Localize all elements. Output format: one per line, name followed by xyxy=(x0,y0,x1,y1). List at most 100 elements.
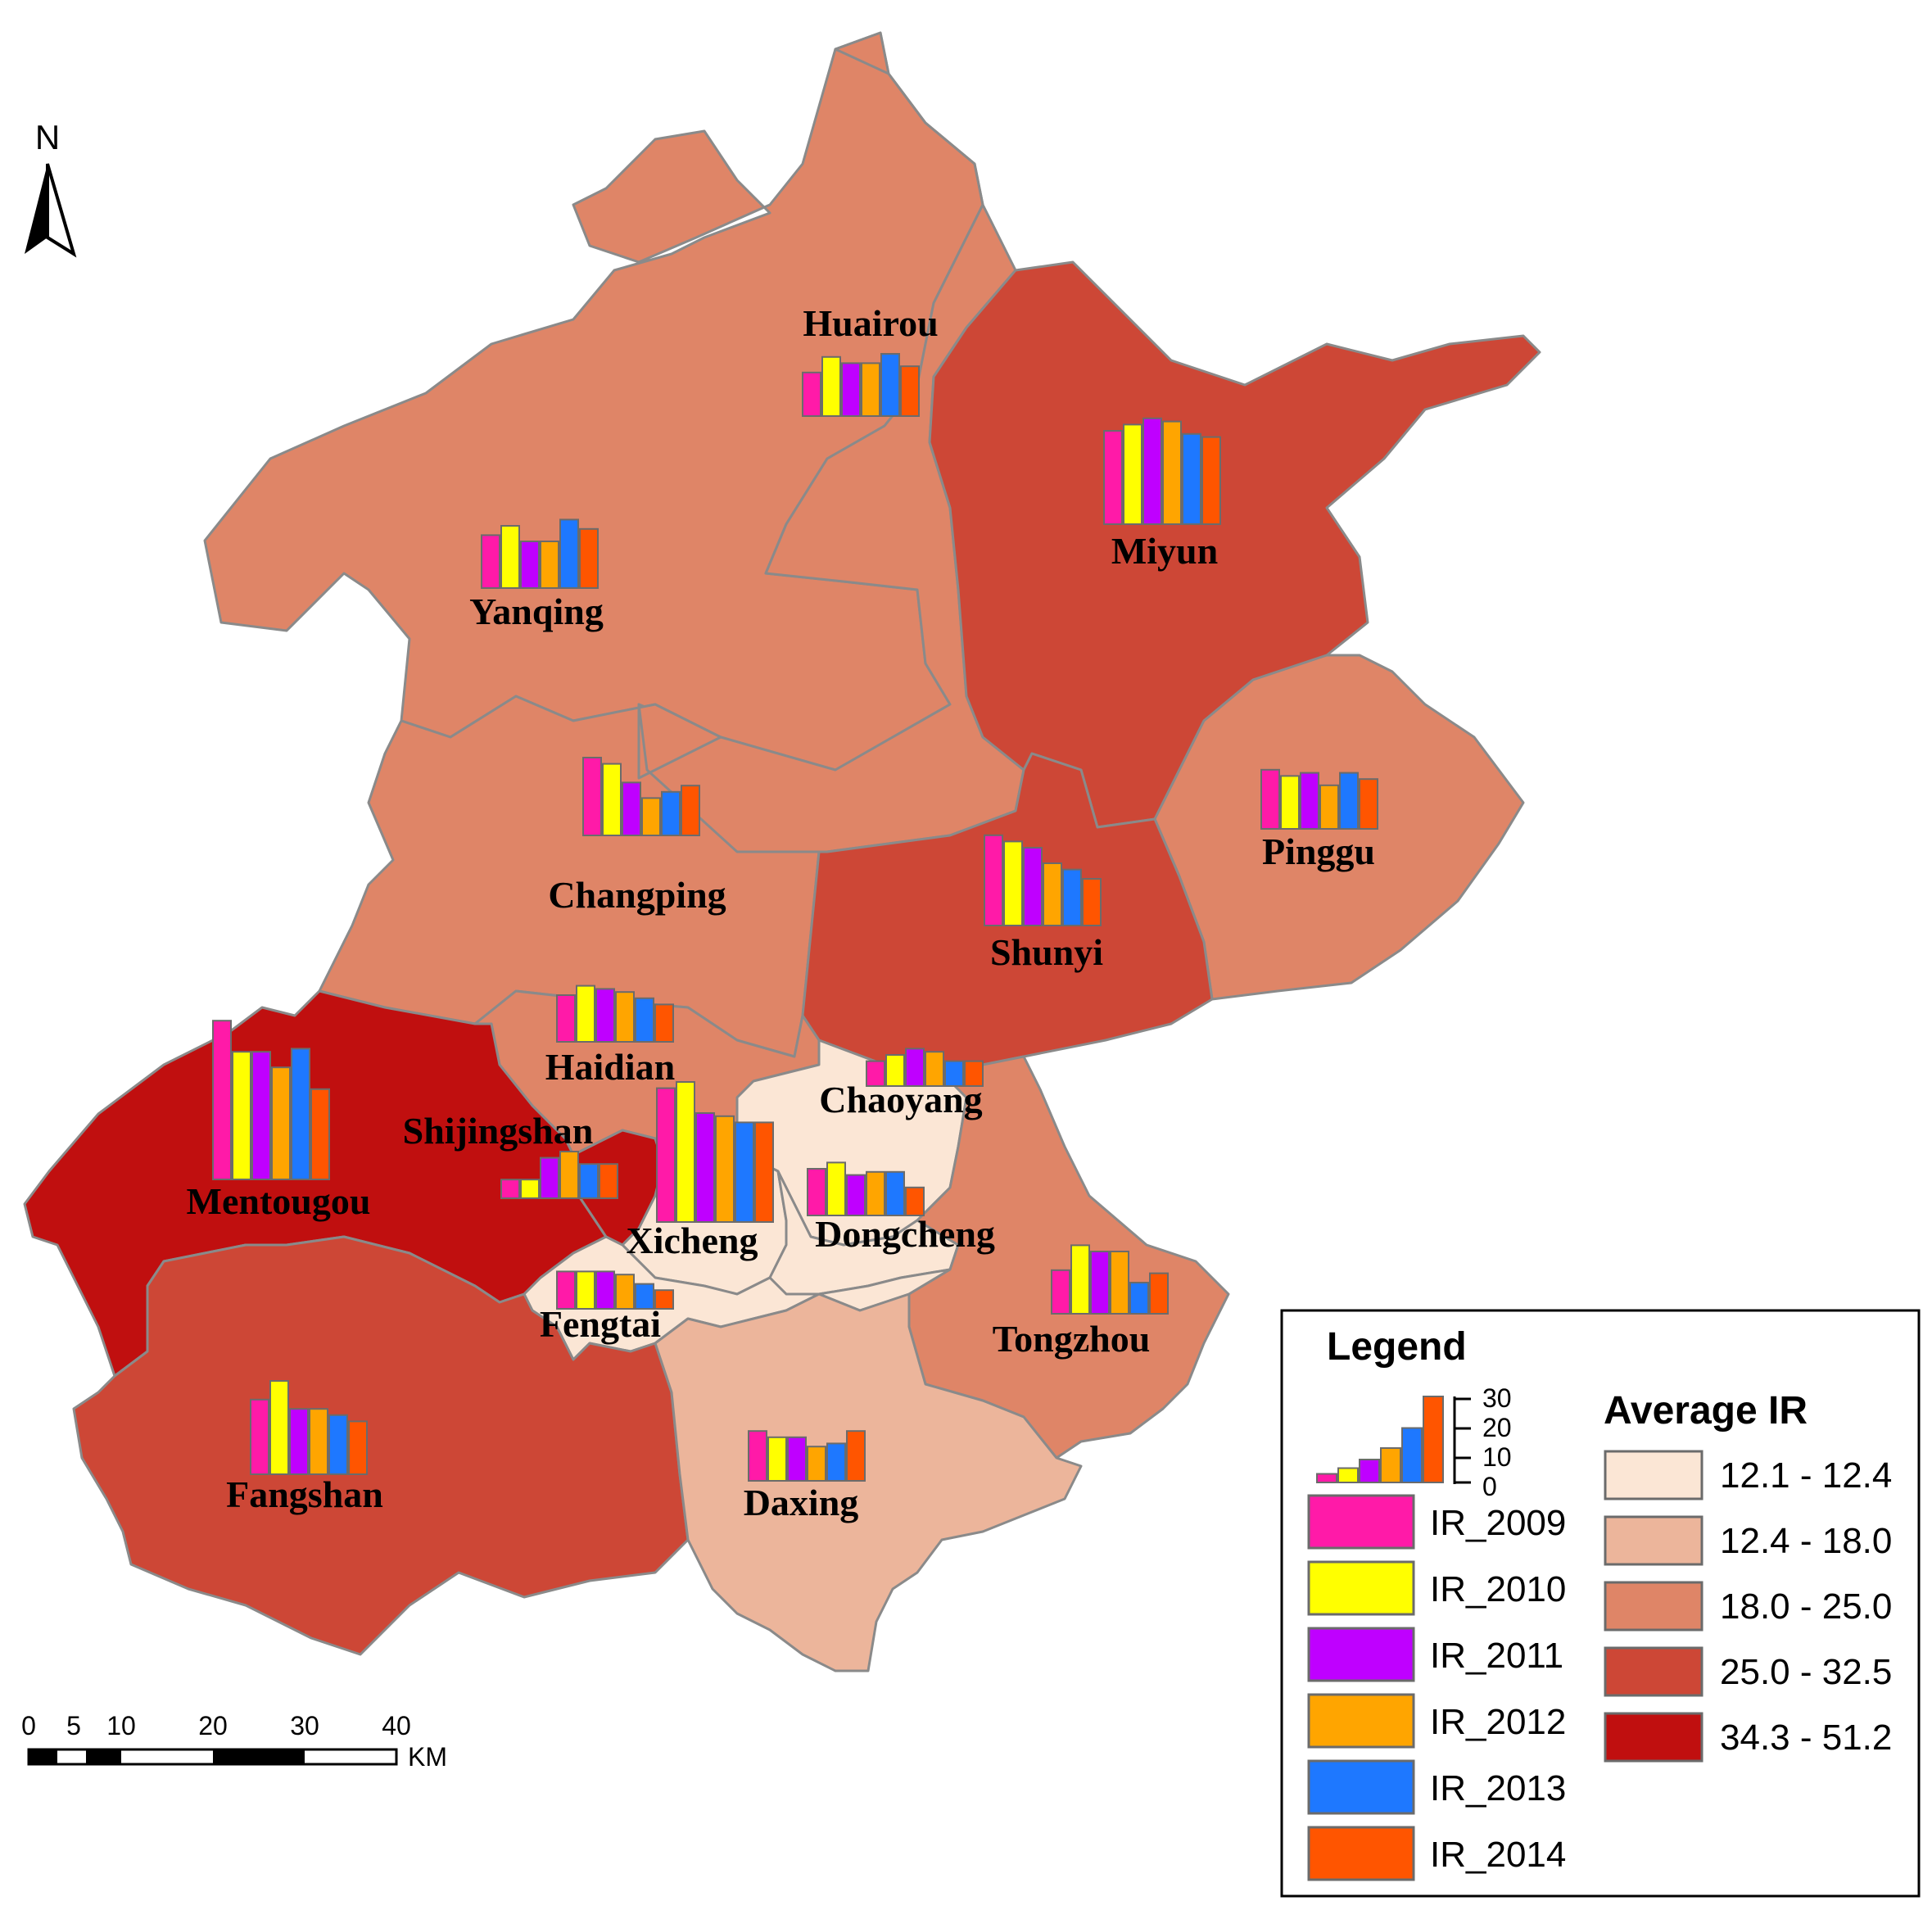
legend-classes-list: 12.1 - 12.4 12.4 - 18.0 18.0 - 25.0 25.0 - … xyxy=(1604,1450,1892,1763)
bar-fangshan-ir_2013 xyxy=(328,1414,348,1476)
chart-miyun xyxy=(1103,417,1221,526)
bar-tongzhou-ir_2012 xyxy=(1110,1251,1129,1315)
bar-fengtai-ir_2013 xyxy=(635,1283,654,1310)
bar-chaoyang-ir_2012 xyxy=(925,1051,944,1087)
label-mentougou: Mentougou xyxy=(187,1180,371,1222)
scale-unit: KM xyxy=(408,1742,447,1772)
bar-shunyi-ir_2009 xyxy=(984,834,1003,926)
class-swatch xyxy=(1604,1581,1704,1632)
bar-shunyi-ir_2014 xyxy=(1082,878,1102,926)
legend-swatch-ir_2010 xyxy=(1307,1560,1415,1616)
bar-mentougou-ir_2010 xyxy=(232,1051,251,1180)
chart-haidian xyxy=(556,984,674,1043)
scale-segment xyxy=(86,1749,121,1764)
bar-yanqing-ir_2011 xyxy=(520,541,540,589)
bar-haidian-ir_2009 xyxy=(556,994,576,1043)
chart-mentougou xyxy=(212,1020,330,1181)
legend-sample-bar xyxy=(1359,1459,1380,1483)
legend-label-ir_2009: IR_2009 xyxy=(1430,1503,1566,1543)
bar-shunyi-ir_2011 xyxy=(1023,847,1043,926)
class-swatch xyxy=(1604,1450,1704,1500)
class-label: 18.0 - 25.0 xyxy=(1720,1586,1892,1627)
legend-title: Legend xyxy=(1327,1325,1467,1369)
bar-dongcheng-ir_2011 xyxy=(846,1174,866,1216)
label-yanqing: Yanqing xyxy=(469,591,604,632)
bar-haidian-ir_2012 xyxy=(615,991,635,1043)
bar-shunyi-ir_2010 xyxy=(1003,840,1023,927)
legend-swatch-ir_2013 xyxy=(1307,1759,1415,1815)
bar-shijingshan-ir_2012 xyxy=(559,1151,579,1199)
bar-pinggu-ir_2013 xyxy=(1339,772,1359,830)
class-label: 25.0 - 32.5 xyxy=(1720,1652,1892,1692)
bar-xicheng-ir_2014 xyxy=(754,1121,774,1224)
district-labels: Huairou Yanqing Miyun Pinggu Changping S… xyxy=(187,302,1375,1523)
scale-bar-frame xyxy=(27,1748,398,1766)
chart-xicheng xyxy=(656,1081,774,1224)
bar-miyun-ir_2011 xyxy=(1142,417,1162,525)
bar-tongzhou-ir_2010 xyxy=(1070,1244,1090,1315)
bar-tongzhou-ir_2014 xyxy=(1149,1272,1169,1315)
class-swatch xyxy=(1604,1646,1704,1697)
legend-series-list: IR_2009 IR_2010 IR_2011 IR_2012 IR_2013 IR_20… xyxy=(1307,1494,1566,1881)
bar-shijingshan-ir_2009 xyxy=(500,1179,520,1199)
chart-shijingshan xyxy=(500,1151,618,1199)
bar-fangshan-ir_2009 xyxy=(250,1398,269,1476)
bar-chaoyang-ir_2014 xyxy=(964,1060,984,1087)
label-fengtai: Fengtai xyxy=(540,1303,661,1345)
bar-huairou-ir_2013 xyxy=(880,353,900,417)
bar-mentougou-ir_2012 xyxy=(271,1066,291,1180)
chart-tongzhou xyxy=(1051,1244,1169,1315)
bar-tongzhou-ir_2009 xyxy=(1051,1269,1070,1315)
legend-label-ir_2010: IR_2010 xyxy=(1430,1569,1566,1609)
bar-changping-ir_2010 xyxy=(602,763,622,836)
label-tongzhou: Tongzhou xyxy=(993,1318,1151,1360)
bar-daxing-ir_2010 xyxy=(767,1436,787,1482)
label-xicheng: Xicheng xyxy=(627,1220,758,1261)
bar-daxing-ir_2011 xyxy=(787,1436,807,1482)
label-huairou: Huairou xyxy=(803,302,938,344)
bar-miyun-ir_2010 xyxy=(1123,423,1142,526)
class-swatch xyxy=(1604,1515,1704,1566)
bar-yanqing-ir_2010 xyxy=(500,525,520,589)
bar-fengtai-ir_2011 xyxy=(595,1270,615,1310)
chart-dongcheng xyxy=(807,1161,925,1217)
bar-mentougou-ir_2014 xyxy=(310,1088,330,1181)
legend-axis-tick: 0 xyxy=(1482,1472,1497,1501)
scale-tick-5: 5 xyxy=(66,1711,81,1740)
scale-bar: 0 5 10 20 30 40 KM xyxy=(21,1711,447,1772)
bar-changping-ir_2011 xyxy=(622,781,641,837)
bar-haidian-ir_2010 xyxy=(576,984,595,1043)
bar-changping-ir_2009 xyxy=(582,757,602,836)
bar-miyun-ir_2014 xyxy=(1201,436,1221,525)
district-tongzhou xyxy=(907,1055,1230,1460)
bar-fengtai-ir_2014 xyxy=(654,1289,674,1310)
bar-daxing-ir_2013 xyxy=(826,1442,846,1482)
bar-pinggu-ir_2009 xyxy=(1260,768,1280,830)
label-chaoyang: Chaoyang xyxy=(819,1079,982,1120)
legend-label-ir_2014: IR_2014 xyxy=(1430,1835,1566,1875)
legend-axis-tick: 10 xyxy=(1482,1442,1512,1472)
bar-fengtai-ir_2009 xyxy=(556,1270,576,1310)
legend-sample-bar xyxy=(1423,1396,1444,1483)
label-miyun: Miyun xyxy=(1111,530,1218,572)
bar-daxing-ir_2014 xyxy=(846,1430,866,1482)
bar-huairou-ir_2011 xyxy=(841,362,861,417)
bar-chaoyang-ir_2013 xyxy=(944,1060,964,1087)
bar-haidian-ir_2014 xyxy=(654,1003,674,1043)
bar-haidian-ir_2013 xyxy=(635,997,654,1043)
scale-segment xyxy=(29,1749,57,1764)
bar-yanqing-ir_2009 xyxy=(481,534,500,590)
class-label: 12.1 - 12.4 xyxy=(1720,1455,1892,1496)
legend-label-ir_2011: IR_2011 xyxy=(1430,1636,1563,1676)
bar-xicheng-ir_2013 xyxy=(735,1121,754,1224)
label-fangshan: Fangshan xyxy=(226,1473,383,1515)
bar-huairou-ir_2014 xyxy=(900,365,920,418)
bar-chaoyang-ir_2010 xyxy=(885,1054,905,1087)
bar-dongcheng-ir_2012 xyxy=(866,1170,885,1217)
legend-label-ir_2013: IR_2013 xyxy=(1430,1768,1566,1808)
bar-dongcheng-ir_2014 xyxy=(905,1186,925,1217)
district-fangshan xyxy=(72,1235,690,1656)
label-shunyi: Shunyi xyxy=(990,931,1103,973)
legend-swatch-ir_2012 xyxy=(1307,1693,1415,1749)
label-changping: Changping xyxy=(548,874,726,916)
